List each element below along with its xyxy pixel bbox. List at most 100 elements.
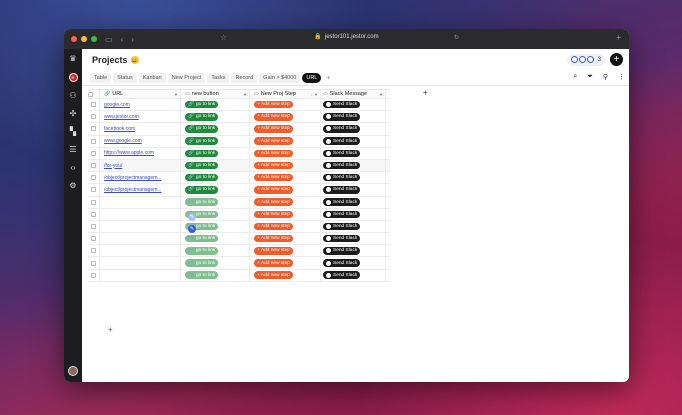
go-to-link-button[interactable]: 🔗go to link <box>185 149 219 158</box>
url-cell[interactable] <box>100 220 181 233</box>
sidebar-toggle-icon[interactable]: ▭ <box>105 34 113 44</box>
tab-record[interactable]: Record <box>231 73 258 83</box>
column-header-button[interactable]: ▭ new button ▼ <box>181 90 250 98</box>
url-cell[interactable]: /object/projectmanagem... <box>100 184 181 196</box>
table-row[interactable]: https://www.apple.com 🔗 go to link + Add ne… <box>88 147 390 160</box>
edit-row-icon[interactable]: ✎ <box>188 213 196 221</box>
go-to-link-button[interactable]: 🔗go to link <box>185 137 219 145</box>
tab-kanban[interactable]: Kanban <box>138 73 166 83</box>
url-cell[interactable] <box>100 269 181 281</box>
table-row[interactable]: /for-you/ 🔗 go to link + Add new step Send S… <box>88 159 390 173</box>
column-header-slack[interactable]: ▭ Slack Message ▼ <box>321 90 386 98</box>
add-row-button[interactable]: + <box>108 325 113 334</box>
send-slack-button[interactable]: Send Slack <box>323 222 361 231</box>
add-new-step-button[interactable]: + Add new step <box>254 247 293 255</box>
address-bar[interactable]: 🔒 jestor101.jestor.com <box>314 33 378 41</box>
url-cell[interactable]: /for-you/ <box>100 159 181 172</box>
url-cell[interactable] <box>100 245 181 257</box>
maximize-window-button[interactable] <box>91 36 97 42</box>
row-checkbox[interactable] <box>88 123 100 135</box>
send-slack-button[interactable]: Send Slack <box>323 234 361 243</box>
table-row[interactable]: google.com 🔗 go to link + Add new step Send … <box>88 99 390 112</box>
add-new-step-button[interactable]: + Add new step <box>254 198 293 206</box>
add-new-step-button[interactable]: + Add new step <box>254 100 293 109</box>
tab-gain[interactable]: Gain > $4000 <box>259 73 301 83</box>
person-icon[interactable]: ⚲ <box>602 74 608 81</box>
tab-status[interactable]: Status <box>113 73 137 83</box>
send-slack-button[interactable]: Send Slack <box>323 149 361 158</box>
new-tab-icon[interactable]: + <box>616 33 621 42</box>
apps-icon[interactable]: ▚ <box>69 127 77 136</box>
table-row[interactable]: www.google.com 🔗 go to link + Add new step S… <box>88 135 390 148</box>
url-cell[interactable]: https://www.apple.com <box>100 147 181 159</box>
chevron-down-icon[interactable]: ▼ <box>174 91 178 97</box>
tab-url[interactable]: URL <box>302 73 322 83</box>
url-link[interactable]: /for-you/ <box>104 162 123 169</box>
url-link[interactable]: /object/projectmanagem... <box>104 186 162 193</box>
send-slack-button[interactable]: Send Slack <box>323 198 361 206</box>
row-checkbox[interactable] <box>88 257 100 269</box>
add-tab-icon[interactable]: + <box>326 74 331 82</box>
table-row[interactable]: 🔗go to link + Add new step Send Slack <box>88 196 390 209</box>
add-new-step-button[interactable]: + Add new step <box>254 222 293 231</box>
url-cell[interactable]: /object/projectmanagem... <box>100 172 181 184</box>
go-to-link-button[interactable]: 🔗go to link <box>185 100 219 109</box>
send-slack-button[interactable]: Send Slack <box>323 100 361 109</box>
send-slack-button[interactable]: Send Slack <box>323 247 361 255</box>
integrations-icon[interactable]: ✣ <box>69 109 77 118</box>
go-to-link-button[interactable]: 🔗go to link <box>185 161 219 170</box>
url-link[interactable]: www.google.com <box>104 138 142 145</box>
add-button[interactable]: + <box>610 53 623 66</box>
add-new-step-button[interactable]: + Add new step <box>254 173 293 182</box>
tab-new-project[interactable]: New Project <box>167 73 206 83</box>
row-checkbox[interactable] <box>88 135 100 147</box>
row-checkbox[interactable] <box>88 220 100 233</box>
chevron-down-icon[interactable]: ▼ <box>243 91 247 97</box>
add-new-step-button[interactable]: + Add new step <box>254 259 293 267</box>
more-options-icon[interactable]: ⋮ <box>618 74 625 81</box>
database-icon[interactable]: ☰ <box>69 145 77 154</box>
row-checkbox[interactable] <box>88 147 100 159</box>
url-cell[interactable]: www.jestor.com <box>100 111 181 123</box>
sort-chevron-icon[interactable]: ↓ ▼ <box>310 91 318 97</box>
column-header-url[interactable]: 🔗 URL ▼ <box>100 90 181 98</box>
go-to-link-button[interactable]: 🔗go to link <box>185 271 219 279</box>
chevron-down-icon[interactable]: ▼ <box>379 91 383 97</box>
send-slack-button[interactable]: Send Slack <box>323 271 361 279</box>
user-avatar[interactable] <box>68 366 78 376</box>
add-new-step-button[interactable]: + Add new step <box>254 186 293 194</box>
send-slack-button[interactable]: Send Slack <box>323 173 361 182</box>
crown-logo-icon[interactable]: ♛ <box>69 54 77 63</box>
workspace-avatar[interactable]: R <box>68 73 78 82</box>
user-settings-icon[interactable]: ⚇ <box>69 91 77 100</box>
url-cell[interactable] <box>100 196 181 208</box>
select-all-checkbox[interactable] <box>88 90 100 98</box>
url-link[interactable]: /object/projectmanagem... <box>104 174 162 181</box>
row-checkbox[interactable] <box>88 269 100 281</box>
table-row[interactable]: 🔗go to link + Add new step Send Slack <box>88 269 390 282</box>
url-link[interactable]: https://www.apple.com <box>104 150 155 157</box>
url-cell[interactable]: google.com <box>100 99 181 111</box>
go-to-link-button[interactable]: 🔗go to link <box>185 186 219 194</box>
send-slack-button[interactable]: Send Slack <box>323 113 361 121</box>
collaborators-group[interactable]: 3 <box>566 53 605 66</box>
url-cell[interactable] <box>100 257 181 269</box>
minimize-window-button[interactable] <box>81 36 87 42</box>
go-to-link-button[interactable]: 🔗go to link <box>185 234 219 243</box>
go-to-link-button[interactable]: 🔗go to link <box>185 198 219 206</box>
go-to-link-button[interactable]: 🔗go to link <box>185 173 219 182</box>
edit-row-icon[interactable]: ✎ <box>188 225 196 233</box>
row-checkbox[interactable] <box>88 196 100 208</box>
shield-icon[interactable]: ☆ <box>220 33 228 42</box>
table-row[interactable]: /object/projectmanagem... 🔗 go to link + Ad… <box>88 184 390 197</box>
row-checkbox[interactable] <box>88 184 100 196</box>
table-row[interactable]: www.jestor.com 🔗 go to link + Add new step S… <box>88 111 390 124</box>
send-slack-button[interactable]: Send Slack <box>323 125 361 133</box>
send-slack-button[interactable]: Send Slack <box>323 186 361 194</box>
add-new-step-button[interactable]: + Add new step <box>254 113 293 121</box>
row-checkbox[interactable] <box>88 111 100 123</box>
add-new-step-button[interactable]: + Add new step <box>254 271 293 279</box>
